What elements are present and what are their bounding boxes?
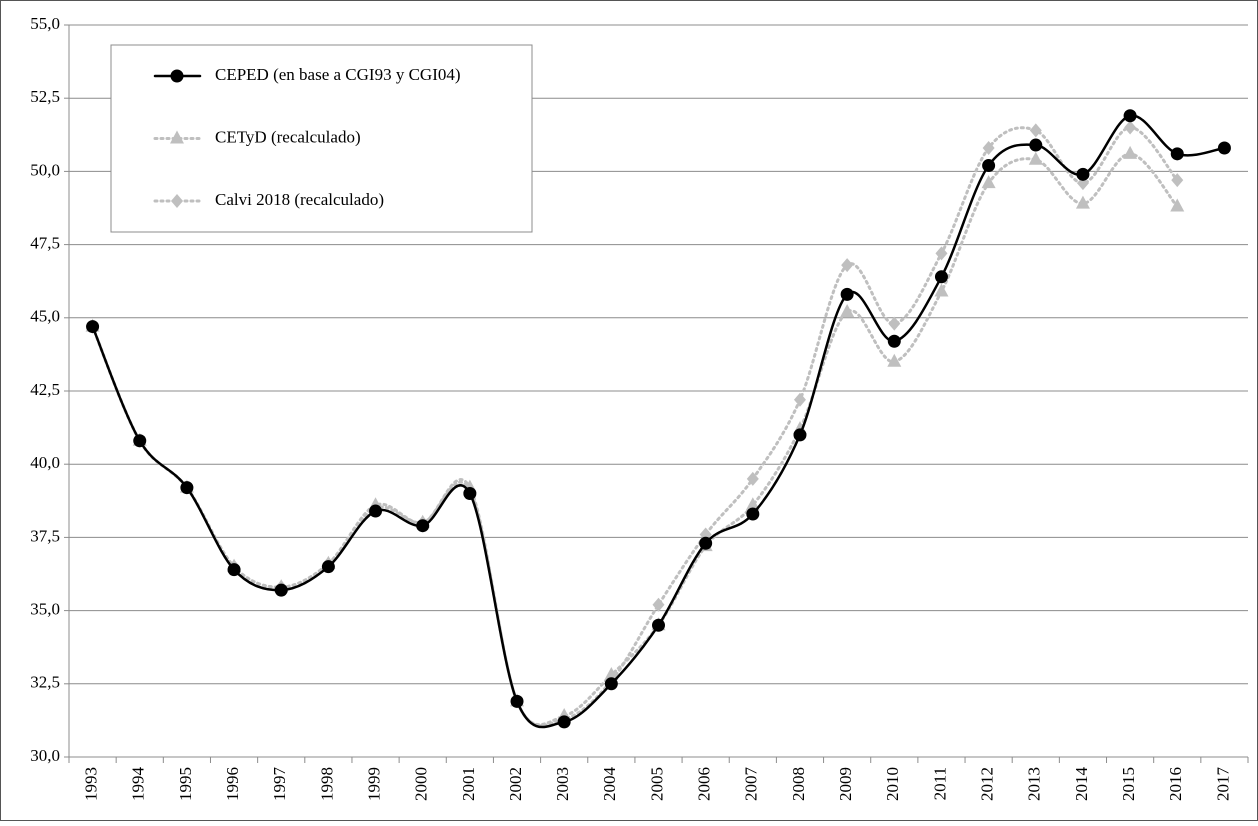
legend-label: Calvi 2018 (recalculado) (215, 190, 384, 209)
marker (1029, 123, 1042, 138)
y-tick-label: 40,0 (30, 453, 60, 472)
x-tick-label: 2004 (600, 767, 619, 802)
marker (840, 287, 854, 301)
marker (982, 159, 996, 173)
marker (746, 507, 760, 521)
marker (604, 667, 619, 681)
marker (887, 334, 901, 348)
marker (699, 536, 713, 550)
marker (416, 519, 430, 533)
x-tick-label: 1997 (270, 767, 289, 802)
marker (133, 434, 147, 448)
x-tick-label: 2002 (506, 767, 525, 801)
marker (841, 258, 854, 273)
marker (86, 320, 100, 334)
x-tick-label: 2014 (1072, 767, 1091, 802)
marker (793, 392, 806, 407)
marker (981, 175, 996, 189)
marker (1028, 151, 1043, 165)
x-tick-label: 2016 (1166, 767, 1185, 801)
marker (1123, 145, 1138, 159)
x-tick-label: 2009 (836, 767, 855, 801)
x-tick-label: 2003 (553, 767, 572, 801)
marker (604, 677, 618, 691)
marker (227, 563, 241, 577)
marker (321, 560, 335, 574)
y-tick-label: 42,5 (30, 380, 60, 399)
y-tick-label: 32,5 (30, 673, 60, 692)
y-tick-label: 52,5 (30, 87, 60, 106)
marker (1170, 198, 1185, 212)
x-tick-label: 2015 (1119, 767, 1138, 801)
x-tick-label: 2012 (978, 767, 997, 801)
marker (934, 283, 949, 297)
marker (1029, 138, 1043, 152)
marker (745, 497, 760, 511)
x-tick-label: 1994 (129, 767, 148, 802)
marker (1217, 141, 1231, 155)
marker (793, 428, 807, 442)
legend-marker (171, 194, 183, 208)
x-tick-label: 2006 (695, 767, 714, 801)
marker (274, 583, 288, 597)
y-tick-label: 45,0 (30, 307, 60, 326)
y-tick-label: 55,0 (30, 14, 60, 33)
x-tick-label: 1995 (176, 767, 195, 801)
marker (1170, 147, 1184, 161)
marker (180, 481, 194, 495)
legend-marker (170, 130, 184, 144)
x-tick-label: 2001 (459, 767, 478, 801)
marker (1076, 167, 1090, 181)
marker (463, 486, 477, 500)
marker (888, 316, 901, 331)
y-tick-label: 35,0 (30, 600, 60, 619)
marker (934, 270, 948, 284)
x-tick-label: 2017 (1213, 767, 1232, 802)
x-tick-label: 2010 (883, 767, 902, 801)
marker (369, 504, 383, 518)
y-tick-label: 37,5 (30, 526, 60, 545)
x-tick-label: 1996 (223, 767, 242, 801)
y-tick-label: 50,0 (30, 160, 60, 179)
marker (982, 140, 995, 155)
marker (840, 303, 855, 317)
x-tick-label: 1993 (81, 767, 100, 801)
marker (652, 618, 665, 632)
x-tick-label: 2013 (1025, 767, 1044, 801)
marker (1171, 173, 1184, 188)
marker (510, 694, 524, 708)
legend-label: CEPED (en base a CGI93 y CGI04) (215, 65, 461, 84)
marker (652, 597, 665, 612)
marker (1124, 120, 1137, 135)
marker (935, 246, 948, 261)
x-tick-label: 2005 (647, 767, 666, 801)
x-tick-label: 2008 (789, 767, 808, 801)
x-tick-label: 2000 (412, 767, 431, 801)
x-tick-label: 2011 (930, 767, 949, 800)
marker (1075, 195, 1090, 209)
y-tick-label: 30,0 (30, 746, 60, 765)
marker (887, 353, 902, 367)
marker (746, 471, 759, 486)
legend-label: CETyD (recalculado) (215, 127, 361, 146)
x-tick-label: 1999 (364, 767, 383, 801)
legend-marker (170, 69, 184, 83)
x-tick-label: 1998 (317, 767, 336, 801)
marker (1123, 109, 1137, 123)
marker (557, 715, 571, 729)
y-tick-label: 47,5 (30, 234, 60, 253)
x-tick-label: 2007 (742, 767, 761, 802)
